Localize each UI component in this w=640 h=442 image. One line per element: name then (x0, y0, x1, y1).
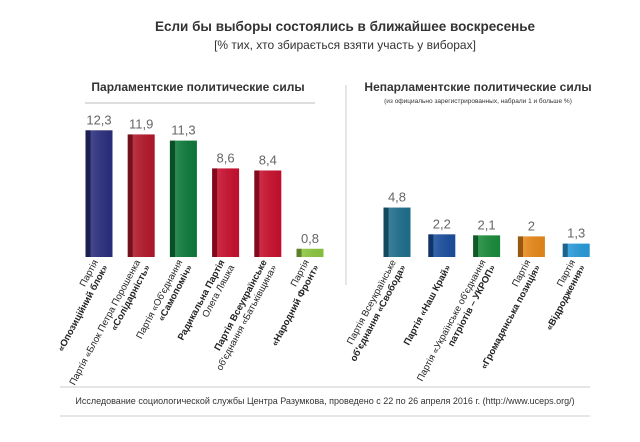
value-label: 2 (528, 218, 535, 233)
footer: Исследование социологической службы Цент… (75, 396, 574, 406)
panel-title: Непарламентские политические силы (364, 80, 591, 94)
bar-shade (562, 243, 590, 257)
value-label: 1,3 (567, 226, 585, 241)
value-label: 2,2 (433, 216, 451, 231)
value-label: 11,3 (171, 123, 195, 138)
value-label: 12,3 (86, 112, 111, 127)
bar-shade (383, 207, 411, 257)
value-label: 4,8 (388, 190, 406, 205)
value-label: 8,4 (259, 152, 277, 167)
x-tick-label: Партія «Українське об'єднання (415, 258, 489, 383)
bar-shade (169, 140, 197, 257)
bar-shade (428, 234, 456, 257)
panel-subtitle: (из официально зарегистрированных, набра… (384, 97, 572, 105)
bar-shade (85, 130, 113, 257)
value-label: 0,8 (301, 231, 319, 246)
bar-shade (473, 235, 501, 257)
value-label: 11,9 (129, 116, 153, 131)
panel-title: Парламентские политические силы (91, 80, 304, 94)
page-subtitle: [% тих, хто збирається взяти участь у ви… (214, 38, 476, 52)
bar-shade (212, 168, 240, 257)
page-title: Если бы выборы состоялись в ближайшее во… (155, 19, 536, 34)
value-label: 2,1 (478, 217, 496, 232)
bar-shade (127, 134, 155, 257)
value-label: 8,6 (217, 150, 235, 165)
bar-shade (254, 170, 282, 257)
bar-shade (296, 248, 324, 257)
bar-shade (517, 236, 545, 257)
